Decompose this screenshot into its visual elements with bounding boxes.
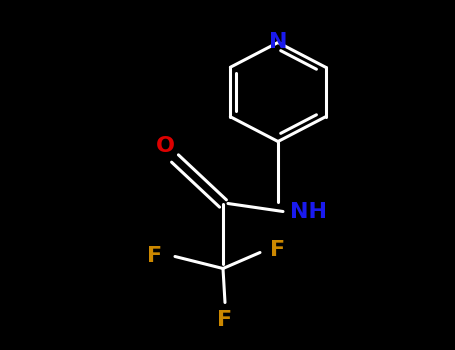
Text: F: F xyxy=(270,240,286,260)
Text: F: F xyxy=(147,246,162,266)
Text: O: O xyxy=(156,136,175,156)
Text: NH: NH xyxy=(290,202,327,222)
Text: F: F xyxy=(217,310,233,330)
Text: N: N xyxy=(269,33,287,52)
